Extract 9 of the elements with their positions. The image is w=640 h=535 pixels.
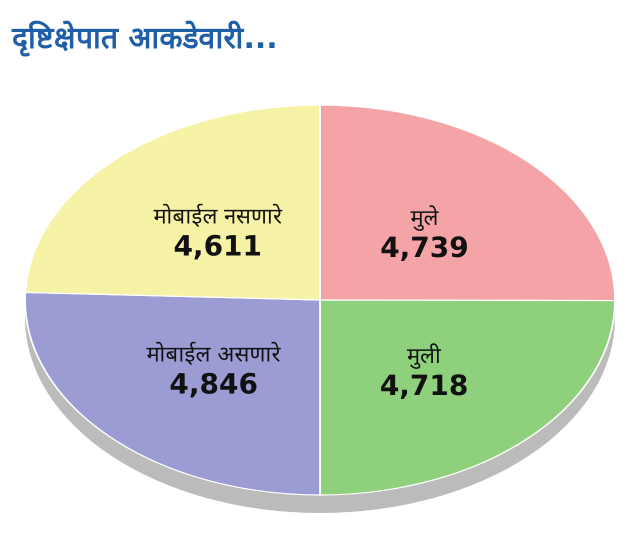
slice-label: मुली <box>407 343 442 370</box>
data-label: 4,739 <box>380 231 469 264</box>
slice-label: मुले <box>410 205 440 232</box>
slice-label: मोबाईल असणारे <box>146 342 282 368</box>
chart-title: दृष्टिक्षेपात आकडेवारी... <box>11 20 278 57</box>
data-label: 4,718 <box>380 369 468 402</box>
data-label: 4,846 <box>169 368 258 401</box>
slice-label: मोबाईल नसणारे <box>153 204 284 230</box>
data-label: 4,611 <box>173 230 262 263</box>
